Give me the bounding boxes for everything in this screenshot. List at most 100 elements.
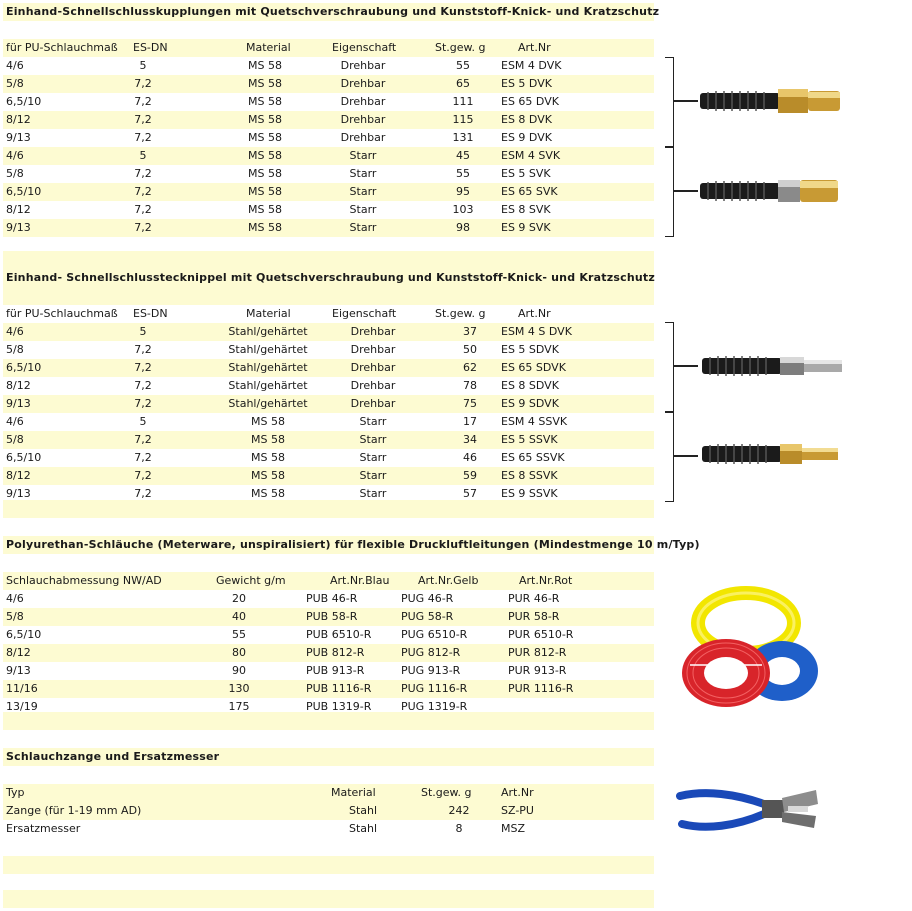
table-cell: 242	[448, 804, 470, 817]
table-cell: Drehbar	[350, 325, 396, 338]
table-cell: MS 58	[251, 433, 285, 446]
table-cell: ES 9 SDVK	[501, 397, 559, 410]
table-cell: 7,2	[134, 343, 152, 356]
table-cell: 5/8	[6, 433, 24, 446]
table-cell: 6,5/10	[6, 95, 42, 108]
group-bracket	[665, 147, 674, 237]
table-cell: ES 9 SVK	[501, 221, 551, 234]
table-cell: 5/8	[6, 77, 24, 90]
table-cell: 40	[232, 610, 246, 623]
table-cell: 111	[452, 95, 474, 108]
section1-title: Einhand-Schnellschlusskupplungen mit Que…	[3, 3, 659, 21]
table-cell: 6,5/10	[6, 361, 42, 374]
table-cell: MS 58	[248, 203, 282, 216]
table-row: 4/6 5 Stahl/gehärtet Drehbar 37 ESM 4 S DVK	[3, 323, 654, 341]
table-cell: PUG 6510-R	[401, 628, 468, 641]
table-row: 8/12 7,2 MS 58 Starr 103 ES 8 SVK	[3, 201, 654, 219]
table-cell: 5	[139, 415, 147, 428]
table-cell: Starr	[359, 415, 387, 428]
table-cell: 5	[139, 149, 147, 162]
table-cell: MS 58	[248, 149, 282, 162]
table-cell: 8/12	[6, 203, 31, 216]
table-row: 9/13 7,2 MS 58 Drehbar 131 ES 9 DVK	[3, 129, 654, 147]
group-bracket	[665, 412, 674, 502]
table-row: 6,5/10 7,2 MS 58 Starr 46 ES 65 SSVK	[3, 449, 654, 467]
table-cell: MS 58	[248, 59, 282, 72]
table-cell: 7,2	[134, 131, 152, 144]
table-cell: 17	[463, 415, 477, 428]
table-cell: ES 9 DVK	[501, 131, 552, 144]
table-cell: 75	[463, 397, 477, 410]
table-cell: 7,2	[134, 361, 152, 374]
table-cell: PUG 1116-R	[401, 682, 468, 695]
table-cell: 5/8	[6, 610, 24, 623]
table-cell: PUG 913-R	[401, 664, 461, 677]
table-cell: Stahl/gehärtet	[228, 379, 308, 392]
table-cell: PUB 913-R	[306, 664, 365, 677]
table-cell: 7,2	[134, 113, 152, 126]
table-cell: 6,5/10	[6, 451, 42, 464]
table-cell: MS 58	[248, 185, 282, 198]
table-cell: PUB 46-R	[306, 592, 358, 605]
table-cell: 9/13	[6, 664, 31, 677]
table-cell: SZ-PU	[501, 804, 534, 817]
bracket-tick	[674, 190, 698, 192]
table-cell: Starr	[359, 487, 387, 500]
table-cell: PUG 1319-R	[401, 700, 468, 713]
spacer-band	[3, 856, 654, 874]
table-cell: 8/12	[6, 113, 31, 126]
table-cell: Drehbar	[340, 59, 386, 72]
table-cell: PUB 812-R	[306, 646, 365, 659]
table-cell: 4/6	[6, 415, 24, 428]
table-cell: 130	[228, 682, 250, 695]
spacer-band	[3, 766, 654, 784]
table-cell: 78	[463, 379, 477, 392]
table-cell: 175	[228, 700, 250, 713]
table-cell: PUB 1319-R	[306, 700, 372, 713]
table-cell: MS 58	[248, 221, 282, 234]
spacer-band	[3, 21, 654, 39]
table-cell: 5/8	[6, 167, 24, 180]
section3-header: Schlauchabmessung NW/AD Gewicht g/m Art.…	[3, 572, 654, 590]
table-row: 9/13 7,2 MS 58 Starr 57 ES 9 SSVK	[3, 485, 654, 503]
table-row: 6,5/10 7,2 MS 58 Starr 95 ES 65 SVK	[3, 183, 654, 201]
table-cell: PUR 58-R	[508, 610, 560, 623]
table-cell: PUR 812-R	[508, 646, 567, 659]
table-cell: Stahl/gehärtet	[228, 325, 308, 338]
table-cell: Drehbar	[350, 379, 396, 392]
spacer-band	[3, 251, 654, 269]
nipple-swivel-image	[702, 356, 842, 376]
table-cell: Drehbar	[340, 113, 386, 126]
table-cell: 59	[463, 469, 477, 482]
table-cell: 55	[232, 628, 246, 641]
table-row: 6,5/10 7,2 MS 58 Drehbar 111 ES 65 DVK	[3, 93, 654, 111]
table-cell: ES 5 SSVK	[501, 433, 558, 446]
table-cell: MS 58	[248, 167, 282, 180]
table-cell: ESM 4 DVK	[501, 59, 562, 72]
table-cell: 65	[456, 77, 470, 90]
table-cell: PUG 58-R	[401, 610, 454, 623]
table-row: 8/12 80 PUB 812-R PUG 812-R PUR 812-R	[3, 644, 654, 662]
table-cell: Zange (für 1-19 mm AD)	[6, 804, 142, 817]
table-cell: PUB 1116-R	[306, 682, 372, 695]
table-cell: Ersatzmesser	[6, 822, 81, 835]
table-cell: PUG 812-R	[401, 646, 461, 659]
table-cell: Drehbar	[350, 397, 396, 410]
table-cell: Drehbar	[350, 361, 396, 374]
table-cell: PUB 6510-R	[306, 628, 372, 641]
table-cell: PUR 913-R	[508, 664, 567, 677]
table-row: Ersatzmesser Stahl 8 MSZ	[3, 820, 654, 838]
table-cell: ES 65 SVK	[501, 185, 558, 198]
table-cell: MS 58	[251, 487, 285, 500]
table-row: Zange (für 1-19 mm AD) Stahl 242 SZ-PU	[3, 802, 654, 820]
table-cell: 55	[456, 167, 470, 180]
table-cell: 11/16	[6, 682, 38, 695]
table-cell: 80	[232, 646, 246, 659]
section4-header: Typ Material St.gew. g Art.Nr	[3, 784, 654, 802]
table-cell: 7,2	[134, 397, 152, 410]
table-cell: Drehbar	[350, 343, 396, 356]
spacer-band	[3, 500, 654, 518]
table-row: 4/6 5 MS 58 Starr 45 ESM 4 SVK	[3, 147, 654, 165]
table-cell: 7,2	[134, 221, 152, 234]
table-cell: 8/12	[6, 646, 31, 659]
